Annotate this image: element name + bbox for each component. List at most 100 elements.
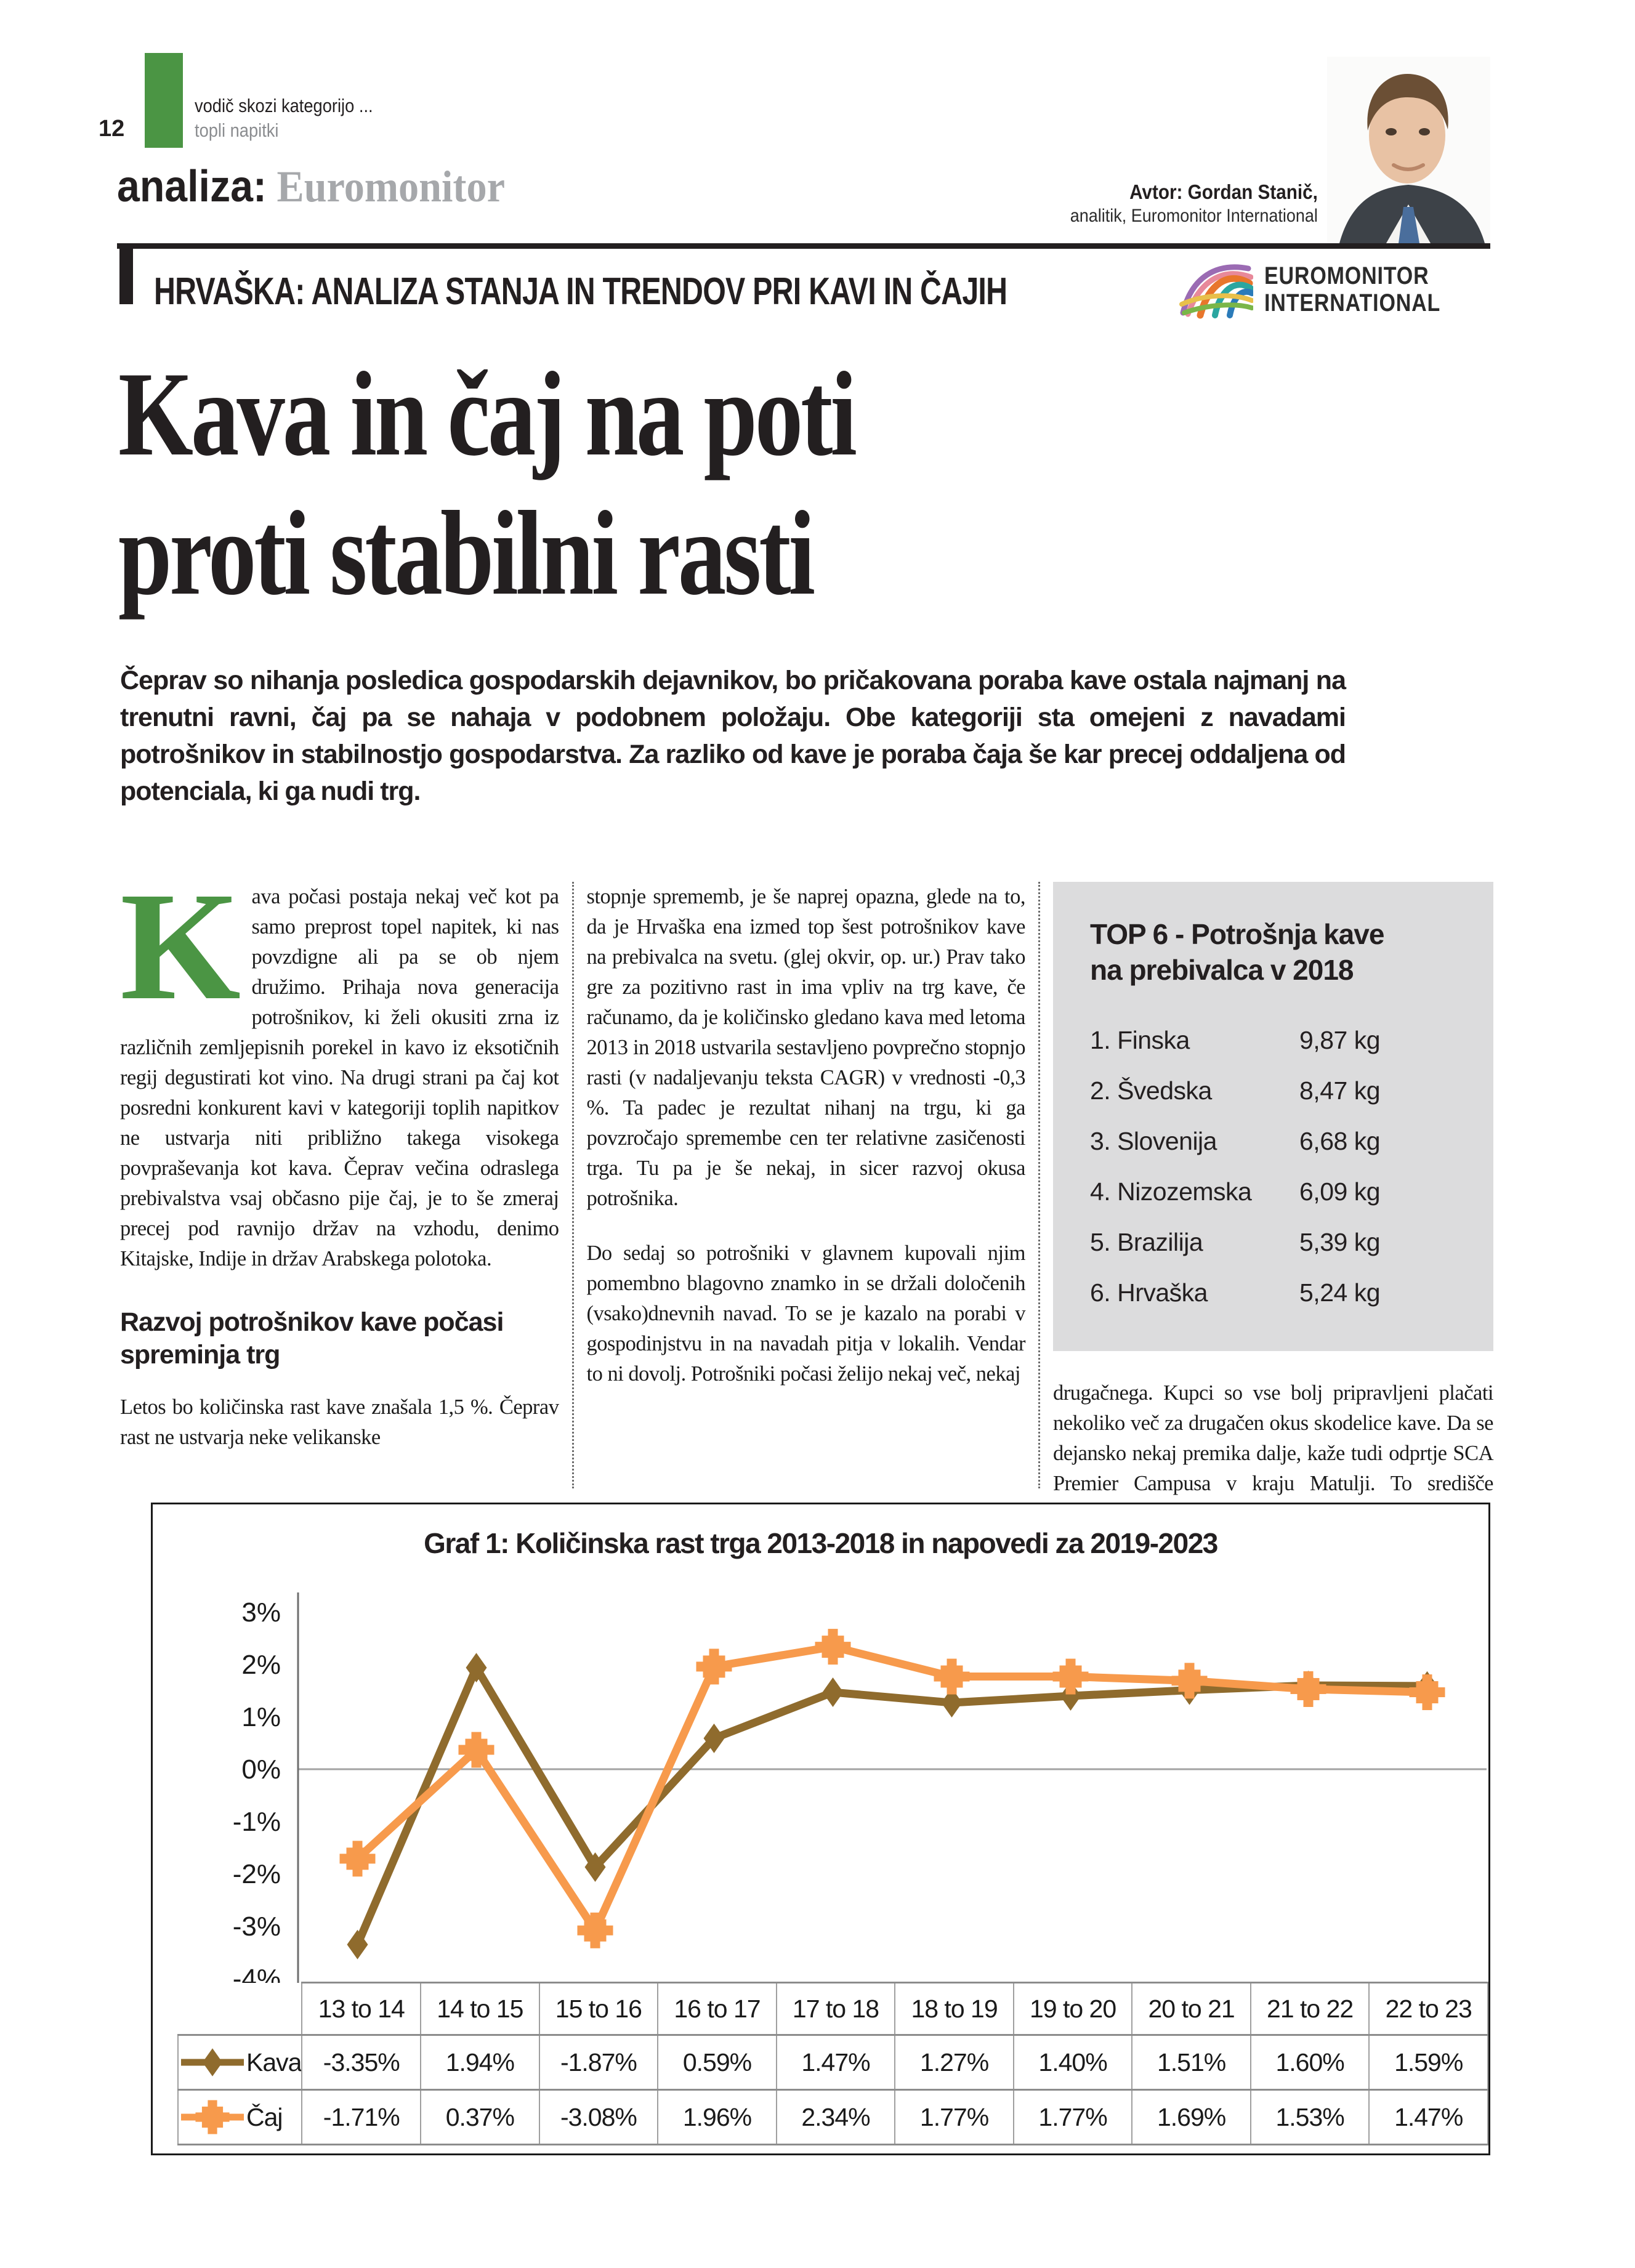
- top6-list: 1. Finska 9,87 kg 2. Švedska 8,47 kg 3. Slov…: [1090, 1015, 1456, 1318]
- top6-item-label: 5. Brazilija: [1090, 1228, 1203, 1256]
- kava-marker: [703, 1723, 725, 1753]
- top6-item-value: 6,68 kg: [1299, 1127, 1381, 1155]
- category-color-block: [145, 53, 183, 148]
- top6-title-line1: TOP 6 - Potrošnja kave: [1090, 918, 1384, 950]
- masthead-euromonitor: Euromonitor: [277, 162, 505, 211]
- masthead-analiza: analiza:: [117, 162, 267, 211]
- top6-item-label: 1. Finska: [1090, 1026, 1190, 1054]
- kava-marker: [584, 1852, 606, 1882]
- y-tick-label: -2%: [233, 1859, 281, 1889]
- series-value-cell: 1.94%: [420, 2034, 540, 2091]
- article-lead: Čeprav so nihanja posledica gospodarskih…: [120, 666, 1346, 806]
- y-tick-label: 3%: [241, 1597, 281, 1628]
- caj-marker: [1290, 1671, 1326, 1707]
- y-tick-label: 2%: [241, 1650, 281, 1680]
- x-category-label: 18 to 19: [894, 1982, 1014, 2036]
- chart-table-row-kava: Kava -3.35% 1.94% -1.87% 0.59% 1.47% 1.27% 1.40…: [177, 2034, 1488, 2091]
- col1-para2: Letos bo količinska rast kave znašala 1,…: [120, 1395, 559, 1449]
- series-line-čaj: [355, 1642, 1427, 1939]
- x-category-label: 17 to 18: [775, 1982, 896, 2036]
- x-category-label: 19 to 20: [1012, 1982, 1133, 2036]
- x-category-label: 15 to 16: [538, 1982, 659, 2036]
- caj-marker: [815, 1629, 851, 1665]
- chart-table-corner: [178, 1982, 302, 2035]
- x-category-label: 21 to 22: [1249, 1982, 1370, 2036]
- article-headline: Kava in čaj na poti proti stabilni rasti: [118, 345, 1039, 623]
- top6-title: TOP 6 - Potrošnja kave na prebivalca v 2…: [1090, 916, 1456, 988]
- author-role: analitik, Euromonitor International: [1070, 206, 1318, 226]
- col2-para2: Do sedaj so potrošniki v glavnem kupoval…: [586, 1241, 1026, 1386]
- top6-title-line2: na prebivalca v 2018: [1090, 954, 1354, 986]
- series-value-cell: 1.69%: [1131, 2089, 1251, 2145]
- series-value-cell: 1.60%: [1249, 2034, 1370, 2091]
- series-value-cell: -1.71%: [301, 2089, 422, 2145]
- series-value-cell: 1.47%: [1368, 2089, 1488, 2145]
- kava-marker: [1060, 1681, 1081, 1711]
- series-value-cell: -3.08%: [538, 2089, 659, 2145]
- caj-marker: [696, 1649, 732, 1685]
- headline-line2: proti stabilni rasti: [118, 486, 815, 620]
- kicker-line2: topli napitki: [195, 119, 279, 141]
- x-category-label: 22 to 23: [1368, 1982, 1488, 2036]
- series-value-cell: 1.59%: [1368, 2034, 1488, 2091]
- chart-title: Graf 1: Količinska rast trga 2013-2018 i…: [424, 1527, 1218, 1559]
- y-tick-label: -4%: [233, 1964, 281, 1983]
- section-masthead: analiza: Euromonitor: [117, 161, 505, 212]
- top6-item-value: 9,87 kg: [1299, 1026, 1381, 1054]
- caj-marker: [934, 1658, 970, 1695]
- category-kicker: vodič skozi kategorijo ... topli napitki: [195, 94, 373, 143]
- caj-marker: [1171, 1663, 1208, 1699]
- x-category-label: 14 to 15: [420, 1982, 540, 2036]
- caj-marker: [1052, 1658, 1089, 1695]
- column-3: TOP 6 - Potrošnja kave na prebivalca v 2…: [1053, 882, 1494, 1525]
- author-photo: [1327, 57, 1490, 243]
- series-legend-cell: Čaj: [177, 2089, 303, 2145]
- column-divider-2: [1038, 882, 1040, 1488]
- logo-line1: EUROMONITOR: [1264, 262, 1429, 289]
- author-block: Avtor: Gordan Stanič, analitik, Euromoni…: [1070, 180, 1318, 228]
- dropcap-k: K: [120, 860, 241, 1032]
- series-value-cell: 1.47%: [775, 2034, 896, 2091]
- caj-marker: [577, 1912, 613, 1948]
- chart-plot-area: 3% 2% 1% 0% -1% -2% -3% -4%: [177, 1588, 1487, 1994]
- top6-item: 4. Nizozemska 6,09 kg: [1090, 1166, 1456, 1217]
- chart-data-table: 13 to 14 14 to 15 15 to 16 16 to 17 17 to 18…: [177, 1982, 1488, 2145]
- top6-item: 6. Hrvaška 5,24 kg: [1090, 1267, 1456, 1318]
- y-tick-label: -1%: [233, 1807, 281, 1837]
- top6-item-label: 4. Nizozemska: [1090, 1177, 1252, 1206]
- top6-box: TOP 6 - Potrošnja kave na prebivalca v 2…: [1053, 882, 1493, 1351]
- legend-marker-kava-icon: [181, 2048, 244, 2076]
- series-value-cell: -3.35%: [301, 2034, 422, 2091]
- col1-subhead: Razvoj potrošnikov kave počasi spreminja…: [120, 1307, 504, 1370]
- chart-table-header-row: 13 to 14 14 to 15 15 to 16 16 to 17 17 to 18…: [178, 1982, 1488, 2036]
- headline-line1: Kava in čaj na poti: [118, 347, 857, 481]
- header-rule: [117, 243, 1490, 249]
- kava-marker: [941, 1688, 963, 1718]
- top6-item-value: 5,24 kg: [1299, 1278, 1381, 1307]
- series-value-cell: 0.37%: [420, 2089, 540, 2145]
- top6-item-value: 8,47 kg: [1299, 1076, 1381, 1105]
- caj-marker: [339, 1841, 376, 1877]
- column-divider-1: [571, 882, 574, 1488]
- y-tick-label: 0%: [241, 1754, 281, 1785]
- author-photo-illustration: [1327, 57, 1490, 243]
- euromonitor-logo-text: EUROMONITOR INTERNATIONAL: [1264, 262, 1440, 317]
- series-name: Kava: [246, 2048, 302, 2076]
- series-value-cell: 1.51%: [1131, 2034, 1251, 2091]
- series-value-cell: 1.77%: [1012, 2089, 1133, 2145]
- column-2: stopnje sprememb, je še naprej opazna, g…: [587, 882, 1026, 1488]
- series-legend-cell: Kava: [177, 2034, 303, 2091]
- kicker-line1: vodič skozi kategorijo ...: [195, 95, 373, 116]
- series-value-cell: 1.53%: [1249, 2089, 1370, 2145]
- col1-para1-text: ava počasi postaja nekaj več kot pa samo…: [120, 885, 559, 1270]
- section-heading: HRVAŠKA: ANALIZA STANJA IN TRENDOV PRI K…: [154, 270, 1007, 313]
- caj-marker: [1409, 1674, 1445, 1711]
- top6-item: 3. Slovenija 6,68 kg: [1090, 1116, 1456, 1166]
- top6-item: 2. Švedska 8,47 kg: [1090, 1065, 1456, 1116]
- caj-marker: [458, 1732, 495, 1768]
- caj-marker: [195, 2100, 230, 2134]
- top6-item: 5. Brazilija 5,39 kg: [1090, 1217, 1456, 1267]
- y-tick-label: 1%: [241, 1702, 281, 1732]
